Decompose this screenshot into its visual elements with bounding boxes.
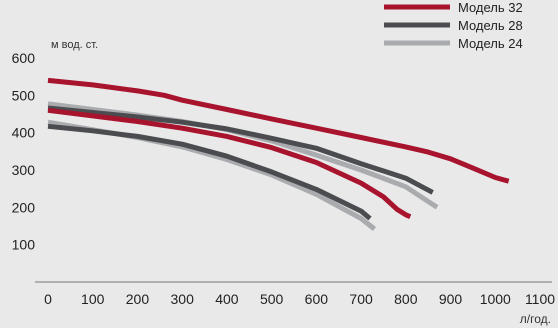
x-tick-label: 1000 [480, 291, 511, 307]
x-tick-label: 300 [171, 291, 195, 307]
legend-label: Модель 28 [458, 18, 523, 33]
series-line-модель-32-2 [47, 107, 412, 220]
series-line-модель-28-1 [47, 105, 434, 195]
x-tick-label: 500 [260, 291, 284, 307]
y-tick-label: 100 [12, 237, 36, 253]
y-axis-unit-label: м вод. ст. [51, 39, 98, 51]
series-line-модель-32-1 [47, 77, 510, 184]
legend-label: Модель 32 [458, 0, 523, 15]
x-axis-ticks: 0 100 200 300 400 500 600 700 800 900 1000 1100 [44, 291, 555, 307]
x-tick-label: 600 [305, 291, 329, 307]
x-tick-label: 200 [126, 291, 150, 307]
curves [47, 77, 510, 231]
x-tick-label: 700 [349, 291, 373, 307]
y-tick-label: 200 [12, 199, 36, 215]
y-axis-ticks: 100 200 300 400 500 600 [12, 50, 36, 253]
legend-label: Модель 24 [458, 36, 523, 51]
y-tick-label: 500 [12, 87, 36, 103]
x-tick-label: 0 [44, 291, 52, 307]
x-axis-unit-label: л/год. [520, 312, 551, 326]
x-tick-label: 1100 [525, 291, 555, 307]
y-tick-label: 300 [12, 162, 36, 178]
x-tick-label: 900 [439, 291, 463, 307]
x-tick-label: 100 [81, 291, 105, 307]
series-line-модель-28-2 [47, 123, 372, 221]
y-tick-label: 600 [12, 50, 36, 66]
legend: Модель 32 Модель 28 Модель 24 [384, 0, 523, 51]
x-tick-label: 800 [394, 291, 418, 307]
y-tick-label: 400 [12, 125, 36, 141]
x-tick-label: 400 [215, 291, 239, 307]
